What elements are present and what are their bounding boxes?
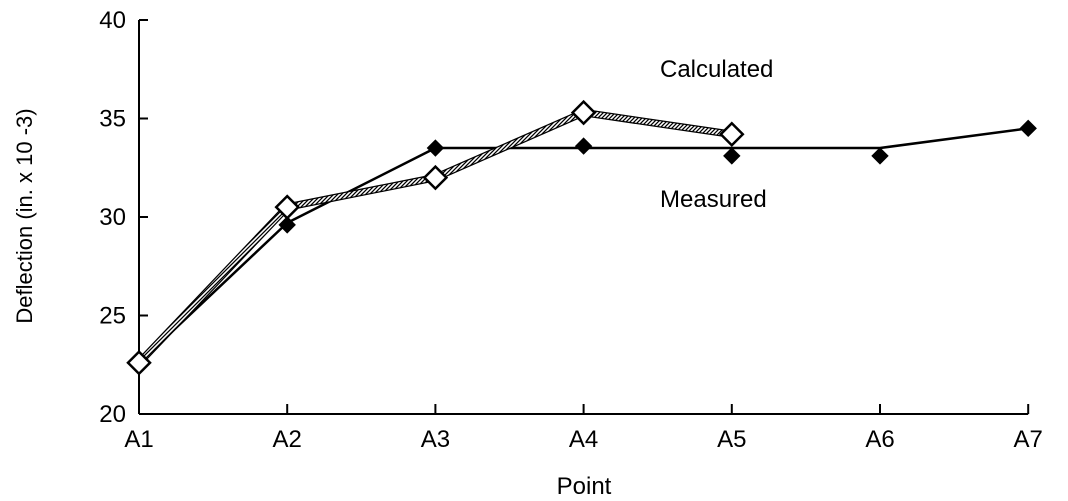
marker-measured	[422, 164, 449, 191]
x-tick-label: A3	[421, 426, 450, 453]
marker-calculated	[723, 147, 741, 165]
y-tick-label: 40	[99, 7, 126, 34]
marker-calculated	[1019, 119, 1037, 138]
x-tick-label: A6	[865, 426, 894, 453]
marker-measured	[719, 121, 745, 148]
marker-measured	[126, 350, 152, 376]
x-axis: A1 A2 A3 A4 A5 A6 A7	[124, 404, 1043, 453]
x-tick-label: A5	[717, 426, 746, 453]
x-tick-label: A4	[569, 426, 598, 453]
marker-calculated	[574, 137, 593, 155]
y-tick-label: 25	[99, 303, 126, 330]
marker-measured	[570, 99, 597, 126]
series-layer	[126, 99, 1037, 376]
y-tick-label: 20	[99, 401, 126, 428]
x-tick-label: A2	[273, 426, 302, 453]
x-axis-title: Point	[557, 473, 612, 500]
y-axis: 20 25 30 35 40	[99, 7, 148, 428]
marker-measured	[274, 194, 300, 220]
series-label-measured: Measured	[660, 186, 767, 213]
marker-calculated	[426, 139, 445, 157]
y-axis-title: Deflection (in. x 10 -3)	[12, 108, 37, 323]
line-calculated	[138, 127, 1029, 364]
y-tick-label: 30	[99, 204, 126, 231]
x-tick-label: A7	[1014, 426, 1043, 453]
x-tick-label: A1	[124, 426, 153, 453]
marker-calculated	[278, 216, 296, 234]
marker-calculated	[871, 147, 889, 165]
y-tick-label: 35	[99, 106, 126, 133]
series-label-calculated: Calculated	[660, 56, 773, 83]
